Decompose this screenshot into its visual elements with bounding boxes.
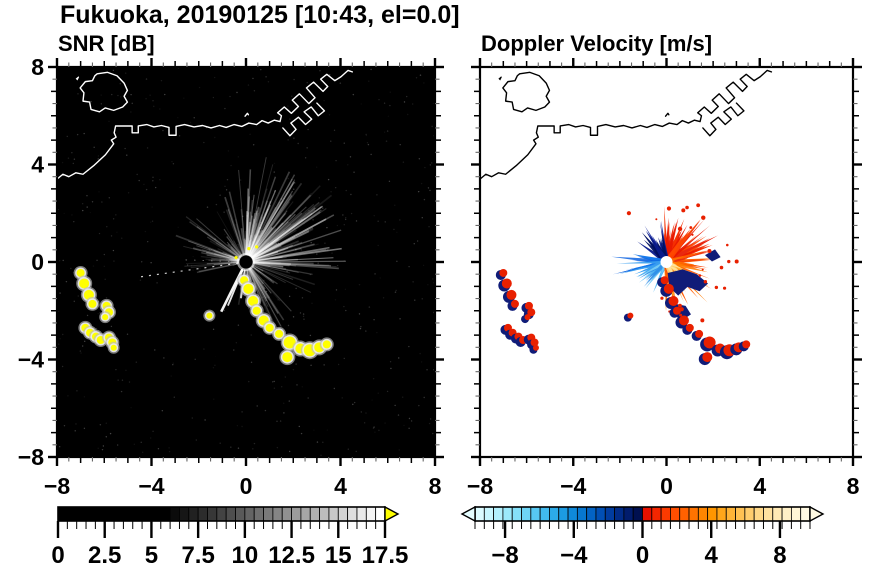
svg-text:−8: −8 (18, 444, 44, 470)
svg-text:−8: −8 (44, 473, 70, 499)
svg-text:0: 0 (240, 473, 253, 499)
svg-text:2.5: 2.5 (88, 542, 121, 569)
snr-plot: −8 −4 0 4 8 8 4 0 −4 −8 (18, 54, 444, 499)
svg-text:0: 0 (636, 542, 649, 569)
svg-text:−4: −4 (18, 347, 44, 373)
svg-text:15: 15 (325, 542, 352, 569)
svg-text:0: 0 (31, 249, 44, 275)
svg-text:−4: −4 (138, 473, 164, 499)
svg-text:8: 8 (847, 473, 860, 499)
svg-text:8: 8 (429, 473, 442, 499)
svg-text:4: 4 (31, 152, 44, 178)
figure-title: Fukuoka, 20190125 [10:43, el=0.0] (60, 1, 460, 29)
svg-text:−4: −4 (560, 542, 588, 569)
doppler-panel-title: Doppler Velocity [m/s] (481, 31, 713, 56)
doppler-colorbar: −8 −4 0 4 8 (460, 505, 825, 569)
svg-text:−8: −8 (491, 542, 518, 569)
snr-panel-title: SNR [dB] (58, 31, 155, 56)
svg-text:4: 4 (705, 542, 719, 569)
svg-text:4: 4 (753, 473, 766, 499)
svg-text:0: 0 (660, 473, 673, 499)
svg-text:−4: −4 (560, 473, 586, 499)
svg-text:8: 8 (773, 542, 786, 569)
svg-text:4: 4 (334, 473, 347, 499)
svg-text:10: 10 (232, 542, 259, 569)
svg-text:0: 0 (51, 542, 64, 569)
svg-text:17.5: 17.5 (362, 542, 409, 569)
svg-text:8: 8 (31, 54, 44, 80)
svg-text:−8: −8 (467, 473, 493, 499)
snr-colorbar: 0 2.5 5 7.5 10 12.5 15 17.5 (51, 505, 408, 569)
svg-text:5: 5 (145, 542, 158, 569)
svg-text:7.5: 7.5 (181, 542, 214, 569)
svg-text:12.5: 12.5 (268, 542, 315, 569)
doppler-plot: −8 −4 0 4 8 (467, 58, 862, 499)
